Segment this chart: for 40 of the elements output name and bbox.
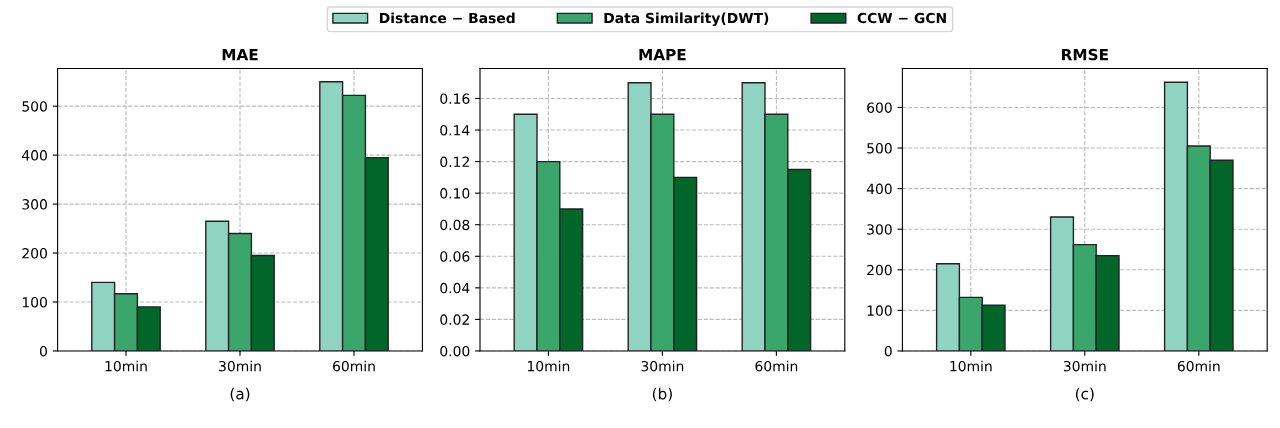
y-tick-label: 0.10 (440, 188, 470, 199)
chart-title: MAE (222, 49, 258, 61)
y-tick-label: 500 (22, 101, 47, 112)
legend-label: CCW − GCN (857, 12, 946, 24)
x-tick-label: 60min (755, 360, 798, 372)
y-tick-label: 0.08 (440, 219, 470, 231)
text: (a) (230, 387, 250, 402)
x-tick-label: 10min (527, 360, 570, 372)
legend-label: Data Similarity(DWT) (604, 12, 769, 27)
y-tick-label: 0 (884, 345, 892, 357)
y-tick-label: 200 (22, 248, 47, 259)
legend-label: Distance − Based (379, 12, 515, 24)
y-tick-label: 400 (22, 150, 47, 161)
x-tick-label: 10min (950, 360, 992, 372)
x-tick-label: 60min (333, 360, 375, 372)
x-tick-label: 30min (1063, 360, 1106, 372)
y-tick-label: 0.16 (440, 93, 470, 104)
y-tick-label: 0 (39, 345, 47, 357)
y-tick-label: 0.00 (440, 345, 470, 357)
y-tick-label: 500 (867, 143, 892, 154)
y-tick-label: 0.06 (440, 251, 470, 262)
text: (b) (652, 387, 672, 402)
x-tick-label: 30min (219, 360, 261, 372)
y-tick-label: 0.12 (440, 156, 469, 168)
x-tick-label: 10min (105, 360, 147, 372)
y-tick-label: 200 (867, 264, 892, 276)
chart-title: MAPE (639, 49, 686, 61)
y-tick-label: 300 (22, 199, 47, 210)
chart-title: RMSE (1062, 48, 1108, 61)
y-tick-label: 100 (867, 305, 892, 316)
y-tick-label: 400 (866, 183, 892, 195)
y-tick-label: 0.04 (440, 282, 470, 294)
y-tick-label: 600 (867, 102, 892, 113)
y-tick-label: 100 (22, 296, 47, 308)
text: (c) (1075, 387, 1094, 402)
y-tick-label: 0.14 (440, 124, 470, 136)
x-tick-label: 30min (641, 360, 684, 372)
y-tick-label: 300 (867, 224, 892, 235)
x-tick-label: 60min (1177, 360, 1220, 372)
y-tick-label: 0.02 (440, 314, 469, 325)
